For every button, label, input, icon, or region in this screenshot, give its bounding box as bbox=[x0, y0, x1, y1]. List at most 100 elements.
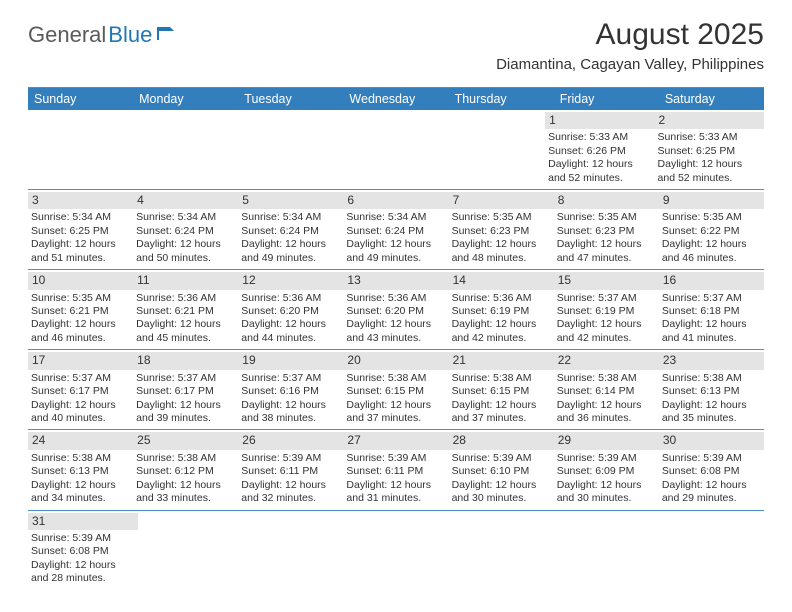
calendar-day-cell: 31Sunrise: 5:39 AMSunset: 6:08 PMDayligh… bbox=[28, 511, 138, 590]
daylight-text: Daylight: 12 hours and 46 minutes. bbox=[31, 318, 130, 345]
sunrise-text: Sunrise: 5:34 AM bbox=[241, 211, 340, 224]
sunset-text: Sunset: 6:13 PM bbox=[662, 385, 761, 398]
sunrise-text: Sunrise: 5:35 AM bbox=[557, 211, 656, 224]
calendar-day-cell: 7Sunrise: 5:35 AMSunset: 6:23 PMDaylight… bbox=[449, 190, 554, 269]
calendar-week-row: 24Sunrise: 5:38 AMSunset: 6:13 PMDayligh… bbox=[28, 430, 764, 510]
sunset-text: Sunset: 6:25 PM bbox=[658, 145, 761, 158]
day-number: 1 bbox=[545, 112, 654, 129]
calendar-day-cell: 9Sunrise: 5:35 AMSunset: 6:22 PMDaylight… bbox=[659, 190, 764, 269]
sunset-text: Sunset: 6:18 PM bbox=[662, 305, 761, 318]
daylight-text: Daylight: 12 hours and 45 minutes. bbox=[136, 318, 235, 345]
calendar-week-row: 17Sunrise: 5:37 AMSunset: 6:17 PMDayligh… bbox=[28, 350, 764, 430]
sunrise-text: Sunrise: 5:36 AM bbox=[452, 292, 551, 305]
calendar-week-row: 10Sunrise: 5:35 AMSunset: 6:21 PMDayligh… bbox=[28, 270, 764, 350]
daylight-text: Daylight: 12 hours and 47 minutes. bbox=[557, 238, 656, 265]
sunset-text: Sunset: 6:14 PM bbox=[557, 385, 656, 398]
page-title: August 2025 bbox=[496, 18, 764, 52]
sunset-text: Sunset: 6:21 PM bbox=[31, 305, 130, 318]
daylight-text: Daylight: 12 hours and 42 minutes. bbox=[452, 318, 551, 345]
calendar-day-cell: 11 Sunrise: 5:36 AMSunset: 6:21 PMDayligh… bbox=[133, 270, 238, 349]
sunset-text: Sunset: 6:24 PM bbox=[241, 225, 340, 238]
calendar-day-cell: 8 Sunrise: 5:35 AMSunset: 6:23 PMDaylight… bbox=[554, 190, 659, 269]
sunset-text: Sunset: 6:22 PM bbox=[662, 225, 761, 238]
sunset-text: Sunset: 6:23 PM bbox=[452, 225, 551, 238]
day-number: 2 bbox=[655, 112, 764, 129]
calendar-empty-cell bbox=[442, 110, 545, 189]
logo: General Blue bbox=[28, 22, 178, 48]
calendar-day-cell: 23Sunrise: 5:38 AMSunset: 6:13 PMDayligh… bbox=[659, 350, 764, 429]
sunset-text: Sunset: 6:08 PM bbox=[662, 465, 761, 478]
sunrise-text: Sunrise: 5:38 AM bbox=[136, 452, 235, 465]
calendar-header-cell: Sunday bbox=[28, 88, 133, 110]
day-number: 12 bbox=[238, 272, 343, 289]
calendar-day-cell: 29Sunrise: 5:39 AMSunset: 6:09 PMDayligh… bbox=[554, 430, 659, 509]
day-number: 21 bbox=[449, 352, 554, 369]
daylight-text: Daylight: 12 hours and 39 minutes. bbox=[136, 399, 235, 426]
page-header: General Blue August 2025 Diamantina, Cag… bbox=[0, 0, 792, 79]
day-number: 28 bbox=[449, 432, 554, 449]
sunrise-text: Sunrise: 5:35 AM bbox=[31, 292, 130, 305]
sunset-text: Sunset: 6:12 PM bbox=[136, 465, 235, 478]
daylight-text: Daylight: 12 hours and 29 minutes. bbox=[662, 479, 761, 506]
sunrise-text: Sunrise: 5:35 AM bbox=[662, 211, 761, 224]
calendar-header-cell: Tuesday bbox=[238, 88, 343, 110]
day-number: 18 bbox=[133, 352, 238, 369]
day-number: 8 bbox=[554, 192, 659, 209]
day-number: 9 bbox=[659, 192, 764, 209]
calendar-day-cell: 19Sunrise: 5:37 AMSunset: 6:16 PMDayligh… bbox=[238, 350, 343, 429]
calendar-day-cell: 24Sunrise: 5:38 AMSunset: 6:13 PMDayligh… bbox=[28, 430, 133, 509]
day-number: 24 bbox=[28, 432, 133, 449]
sunset-text: Sunset: 6:19 PM bbox=[452, 305, 551, 318]
daylight-text: Daylight: 12 hours and 43 minutes. bbox=[346, 318, 445, 345]
calendar-day-cell: 13Sunrise: 5:36 AMSunset: 6:20 PMDayligh… bbox=[343, 270, 448, 349]
sunset-text: Sunset: 6:11 PM bbox=[346, 465, 445, 478]
day-number: 23 bbox=[659, 352, 764, 369]
calendar-day-cell: 25Sunrise: 5:38 AMSunset: 6:12 PMDayligh… bbox=[133, 430, 238, 509]
calendar-day-cell: 16Sunrise: 5:37 AMSunset: 6:18 PMDayligh… bbox=[659, 270, 764, 349]
sunrise-text: Sunrise: 5:38 AM bbox=[346, 372, 445, 385]
title-block: August 2025 Diamantina, Cagayan Valley, … bbox=[496, 18, 764, 73]
daylight-text: Daylight: 12 hours and 30 minutes. bbox=[557, 479, 656, 506]
sunset-text: Sunset: 6:10 PM bbox=[452, 465, 551, 478]
daylight-text: Daylight: 12 hours and 31 minutes. bbox=[346, 479, 445, 506]
day-number: 22 bbox=[554, 352, 659, 369]
sunset-text: Sunset: 6:20 PM bbox=[346, 305, 445, 318]
daylight-text: Daylight: 12 hours and 36 minutes. bbox=[557, 399, 656, 426]
sunrise-text: Sunrise: 5:38 AM bbox=[31, 452, 130, 465]
calendar-empty-cell bbox=[28, 110, 131, 189]
calendar-empty-cell bbox=[338, 110, 441, 189]
calendar-empty-cell bbox=[660, 511, 764, 590]
sunset-text: Sunset: 6:23 PM bbox=[557, 225, 656, 238]
daylight-text: Daylight: 12 hours and 37 minutes. bbox=[346, 399, 445, 426]
daylight-text: Daylight: 12 hours and 37 minutes. bbox=[452, 399, 551, 426]
calendar-empty-cell bbox=[347, 511, 451, 590]
daylight-text: Daylight: 12 hours and 30 minutes. bbox=[452, 479, 551, 506]
sunrise-text: Sunrise: 5:34 AM bbox=[346, 211, 445, 224]
day-number: 31 bbox=[28, 513, 138, 530]
sunrise-text: Sunrise: 5:34 AM bbox=[136, 211, 235, 224]
calendar-week-row: 3Sunrise: 5:34 AMSunset: 6:25 PMDaylight… bbox=[28, 190, 764, 270]
sunrise-text: Sunrise: 5:38 AM bbox=[557, 372, 656, 385]
daylight-text: Daylight: 12 hours and 52 minutes. bbox=[548, 158, 651, 185]
sunrise-text: Sunrise: 5:38 AM bbox=[662, 372, 761, 385]
daylight-text: Daylight: 12 hours and 32 minutes. bbox=[241, 479, 340, 506]
daylight-text: Daylight: 12 hours and 50 minutes. bbox=[136, 238, 235, 265]
sunrise-text: Sunrise: 5:36 AM bbox=[241, 292, 340, 305]
day-number: 7 bbox=[449, 192, 554, 209]
sunrise-text: Sunrise: 5:36 AM bbox=[346, 292, 445, 305]
day-number: 27 bbox=[343, 432, 448, 449]
sunrise-text: Sunrise: 5:36 AM bbox=[136, 292, 235, 305]
sunset-text: Sunset: 6:21 PM bbox=[136, 305, 235, 318]
sunset-text: Sunset: 6:16 PM bbox=[241, 385, 340, 398]
calendar-day-cell: 20Sunrise: 5:38 AMSunset: 6:15 PMDayligh… bbox=[343, 350, 448, 429]
sunrise-text: Sunrise: 5:34 AM bbox=[31, 211, 130, 224]
day-number: 11 bbox=[133, 272, 238, 289]
calendar-day-cell: 30Sunrise: 5:39 AMSunset: 6:08 PMDayligh… bbox=[659, 430, 764, 509]
sunset-text: Sunset: 6:17 PM bbox=[136, 385, 235, 398]
sunrise-text: Sunrise: 5:37 AM bbox=[241, 372, 340, 385]
calendar-day-cell: 14Sunrise: 5:36 AMSunset: 6:19 PMDayligh… bbox=[449, 270, 554, 349]
sunrise-text: Sunrise: 5:39 AM bbox=[241, 452, 340, 465]
day-number: 20 bbox=[343, 352, 448, 369]
logo-text-1: General bbox=[28, 22, 106, 48]
calendar-header-cell: Saturday bbox=[659, 88, 764, 110]
